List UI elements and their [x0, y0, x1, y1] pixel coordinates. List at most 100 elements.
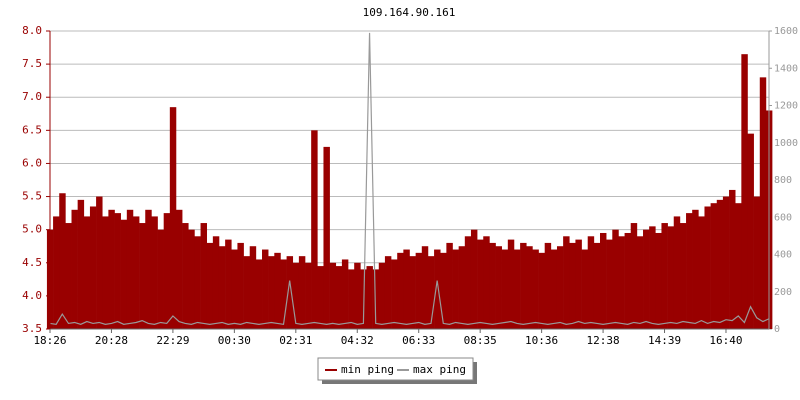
x-tick-label: 08:35 — [464, 334, 497, 347]
bar — [323, 146, 330, 329]
bar — [151, 216, 158, 329]
bar — [262, 249, 269, 329]
bar — [384, 256, 392, 329]
bar — [434, 249, 441, 329]
y-tick-label: 7.0 — [22, 90, 42, 103]
bar — [636, 236, 644, 329]
bar — [507, 239, 515, 329]
bar — [716, 199, 724, 329]
bar — [71, 209, 78, 329]
y-tick-label: 3.5 — [22, 322, 42, 335]
bar — [249, 246, 257, 329]
bar — [341, 259, 349, 329]
bar — [292, 262, 300, 329]
bar — [489, 242, 496, 329]
bar — [470, 229, 478, 329]
bar — [96, 196, 103, 329]
bar — [163, 213, 171, 329]
bar — [206, 242, 214, 329]
x-tick-label: 22:29 — [156, 334, 189, 347]
bar — [569, 242, 576, 329]
bar — [212, 236, 220, 329]
bar — [354, 262, 361, 329]
bar — [335, 266, 343, 329]
chart-title: 109.164.90.161 — [363, 6, 456, 19]
bar — [440, 252, 447, 329]
x-tick-label: 12:38 — [587, 334, 620, 347]
bar — [643, 229, 650, 329]
bar — [624, 232, 632, 329]
bar — [495, 246, 502, 329]
bar — [255, 259, 263, 329]
bar — [655, 232, 662, 329]
bar — [747, 133, 754, 329]
bar — [298, 256, 306, 329]
bar — [600, 232, 607, 329]
y-tick-label: 7.5 — [22, 57, 42, 70]
bar — [692, 209, 699, 329]
bar — [501, 249, 509, 329]
bar — [200, 223, 208, 329]
bar — [556, 246, 564, 329]
y2-tick-label: 1000 — [774, 138, 798, 149]
x-tick-label: 06:33 — [402, 334, 435, 347]
legend-label: max ping — [413, 363, 466, 376]
bar — [286, 256, 294, 329]
y2-tick-label: 0 — [774, 324, 780, 335]
bar — [372, 269, 380, 329]
bar — [667, 226, 675, 329]
bar — [575, 239, 582, 329]
y-tick-label: 4.0 — [22, 289, 42, 302]
line — [49, 32, 770, 326]
y-tick-label: 4.5 — [22, 256, 42, 269]
y-tick-label: 6.0 — [22, 156, 42, 169]
bar — [513, 249, 521, 329]
bar — [243, 256, 251, 329]
bar — [145, 209, 152, 329]
bar — [710, 203, 718, 329]
bar — [77, 199, 85, 329]
bar — [305, 262, 312, 329]
bar — [114, 213, 121, 329]
y-tick-label: 8.0 — [22, 24, 42, 37]
bar — [175, 209, 183, 329]
bar — [231, 249, 238, 329]
bar — [661, 223, 668, 329]
bar — [759, 77, 767, 329]
bar — [169, 107, 177, 330]
bar — [464, 236, 472, 329]
y2-tick-label: 400 — [774, 250, 792, 261]
bar — [532, 249, 539, 329]
bar — [391, 259, 398, 329]
bar — [366, 266, 373, 329]
bar — [403, 249, 410, 329]
bar — [612, 229, 619, 329]
bar — [378, 262, 386, 329]
bar — [132, 216, 140, 329]
y2-tick-label: 1200 — [774, 101, 798, 112]
y2-tick-label: 200 — [774, 287, 792, 298]
y2-tick-label: 600 — [774, 212, 792, 223]
bar — [311, 130, 318, 329]
bar — [139, 223, 146, 329]
bar — [753, 196, 761, 329]
x-tick-label: 16:40 — [709, 334, 742, 347]
bar — [722, 196, 730, 329]
y2-tick-label: 800 — [774, 175, 792, 186]
bar — [415, 252, 423, 329]
bar — [59, 193, 66, 329]
bar — [157, 229, 164, 329]
bar — [593, 242, 601, 329]
bar — [704, 206, 711, 329]
legend-label: min ping — [341, 363, 394, 376]
bar — [618, 236, 625, 329]
bar — [237, 242, 244, 329]
bar — [729, 189, 736, 329]
x-tick-label: 00:30 — [218, 334, 251, 347]
bar — [108, 209, 115, 329]
bar — [218, 246, 226, 329]
bar — [280, 259, 287, 329]
bar — [673, 216, 681, 329]
bar — [397, 252, 404, 329]
x-tick-label: 18:26 — [33, 334, 66, 347]
